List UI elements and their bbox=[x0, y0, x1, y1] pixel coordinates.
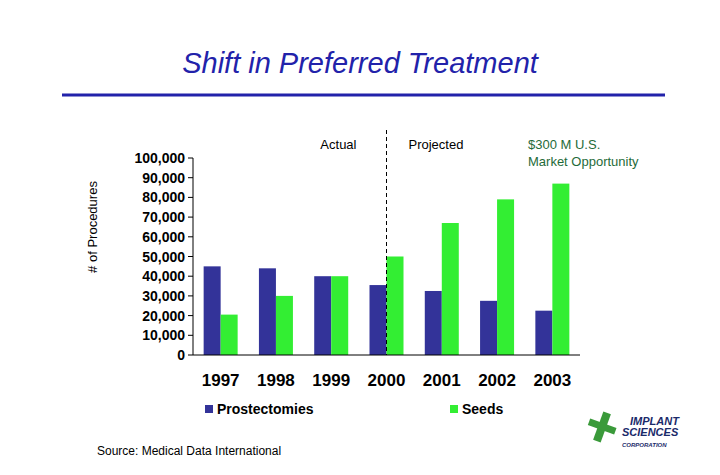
bar bbox=[314, 276, 331, 355]
logo: IMPLANTSCIENCESCORPORATION bbox=[588, 412, 680, 448]
y-tick-label: 40,000 bbox=[142, 268, 185, 284]
chart: Shift in Preferred Treatment # of Procedu… bbox=[0, 0, 720, 475]
bar bbox=[387, 257, 404, 356]
y-tick-label: 20,000 bbox=[142, 308, 185, 324]
y-tick bbox=[188, 276, 193, 277]
logo-text: SCIENCES bbox=[622, 426, 679, 438]
bar bbox=[535, 311, 552, 355]
x-tick-label: 2003 bbox=[533, 371, 571, 390]
x-tick-label: 1997 bbox=[202, 371, 240, 390]
legend-label: Seeds bbox=[462, 401, 503, 417]
bar bbox=[221, 315, 238, 355]
bar bbox=[331, 276, 348, 355]
title: Shift in Preferred Treatment bbox=[182, 47, 540, 79]
annotation: Projected bbox=[409, 137, 464, 152]
bar bbox=[370, 285, 387, 355]
x-tick-label: 2002 bbox=[478, 371, 516, 390]
bar bbox=[276, 296, 293, 355]
annotation: Actual bbox=[320, 137, 356, 152]
x-tick-label: 2001 bbox=[423, 371, 461, 390]
y-tick bbox=[188, 158, 193, 159]
bar bbox=[552, 184, 569, 355]
legend-swatch bbox=[205, 405, 213, 413]
y-tick-label: 50,000 bbox=[142, 249, 185, 265]
annotation-line: $300 M U.S. bbox=[528, 137, 600, 152]
y-tick bbox=[188, 295, 193, 296]
y-tick-label: 60,000 bbox=[142, 229, 185, 245]
bar bbox=[442, 223, 459, 355]
logo-text: CORPORATION bbox=[622, 442, 667, 448]
y-tick bbox=[188, 217, 193, 218]
y-tick-label: 70,000 bbox=[142, 209, 185, 225]
y-tick bbox=[188, 355, 193, 356]
y-tick-label: 10,000 bbox=[142, 327, 185, 343]
divider bbox=[386, 130, 387, 355]
x-tick-label: 1998 bbox=[257, 371, 295, 390]
y-tick-label: 100,000 bbox=[134, 150, 185, 166]
y-tick-label: 80,000 bbox=[142, 189, 185, 205]
y-tick-label: 30,000 bbox=[142, 288, 185, 304]
y-tick bbox=[188, 197, 193, 198]
source: Source: Medical Data International bbox=[97, 444, 281, 458]
x-tick-label: 1999 bbox=[312, 371, 350, 390]
bar bbox=[480, 301, 497, 355]
y-tick-label: 90,000 bbox=[142, 170, 185, 186]
y-label: # of Procedures bbox=[85, 181, 100, 273]
annotation: $300 M U.S. Market Opportunity bbox=[528, 137, 639, 169]
y-tick bbox=[188, 256, 193, 257]
bar bbox=[497, 199, 514, 355]
y-axis bbox=[193, 158, 194, 355]
y-tick-label: 0 bbox=[177, 347, 185, 363]
title-rule bbox=[62, 94, 665, 97]
bar bbox=[425, 291, 442, 355]
legend-label: Prostectomies bbox=[217, 401, 314, 417]
bar bbox=[259, 268, 276, 355]
y-tick bbox=[188, 315, 193, 316]
logo-mark bbox=[588, 418, 617, 434]
y-tick bbox=[188, 335, 193, 336]
x-tick-label: 2000 bbox=[368, 371, 406, 390]
annotation-line: Market Opportunity bbox=[528, 154, 639, 169]
legend-swatch bbox=[450, 405, 458, 413]
bar bbox=[204, 266, 221, 355]
y-tick bbox=[188, 177, 193, 178]
y-tick bbox=[188, 236, 193, 237]
